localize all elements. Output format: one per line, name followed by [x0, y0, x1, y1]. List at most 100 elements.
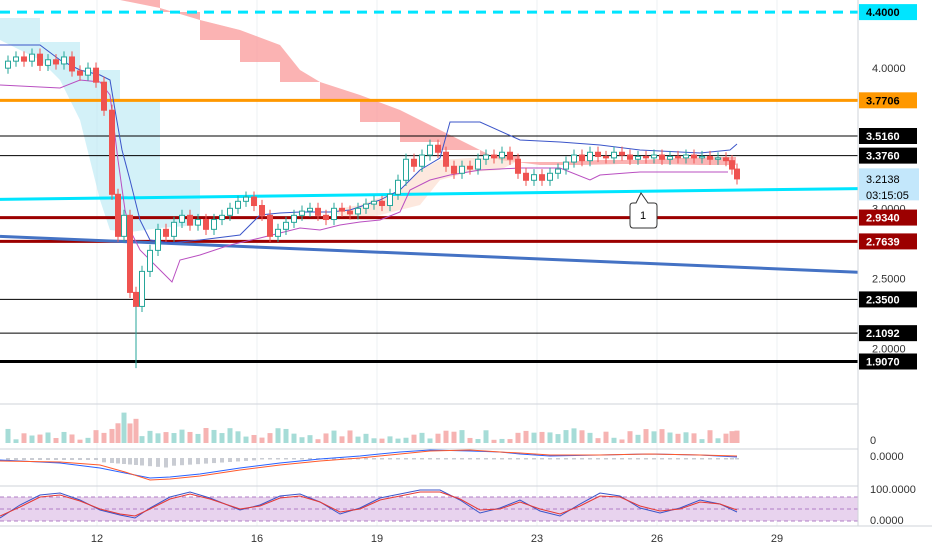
candle[interactable] [203, 213, 209, 235]
candle[interactable] [347, 205, 353, 220]
candle[interactable] [147, 244, 153, 277]
candle[interactable] [387, 188, 393, 212]
candle[interactable] [699, 150, 705, 164]
candle[interactable] [85, 62, 91, 81]
candle[interactable] [467, 160, 473, 175]
candle[interactable] [675, 150, 681, 164]
candle[interactable] [355, 202, 361, 220]
candle[interactable] [563, 156, 569, 175]
candle[interactable] [707, 150, 713, 165]
candle[interactable] [371, 195, 377, 210]
candle[interactable] [275, 223, 281, 242]
candle[interactable] [499, 146, 505, 164]
candle[interactable] [579, 149, 585, 167]
candle[interactable] [299, 205, 305, 221]
candle[interactable] [339, 202, 345, 217]
candle[interactable] [219, 209, 225, 226]
candle[interactable] [435, 139, 441, 158]
candle[interactable] [555, 163, 561, 179]
candle[interactable] [93, 62, 99, 88]
candle[interactable] [291, 209, 297, 228]
candle[interactable] [227, 202, 233, 221]
candle[interactable] [619, 146, 625, 161]
candle[interactable] [283, 216, 289, 235]
candle[interactable] [13, 51, 19, 67]
candle[interactable] [121, 209, 127, 242]
candle[interactable] [195, 213, 201, 231]
candle[interactable] [683, 149, 689, 164]
candle[interactable] [531, 169, 537, 186]
candle[interactable] [734, 163, 740, 185]
candle[interactable] [515, 153, 521, 179]
candle[interactable] [267, 209, 273, 242]
candle[interactable] [547, 167, 553, 186]
candle[interactable] [419, 149, 425, 172]
candle[interactable] [163, 223, 169, 242]
candle[interactable] [115, 188, 121, 242]
candle[interactable] [61, 51, 67, 70]
candle[interactable] [101, 76, 107, 116]
candle[interactable] [635, 150, 641, 165]
candle[interactable] [659, 149, 665, 165]
trendline-cyan[interactable] [0, 187, 859, 201]
candle[interactable] [715, 152, 721, 165]
candle[interactable] [363, 198, 369, 214]
candle[interactable] [483, 149, 489, 165]
candle[interactable] [251, 191, 257, 212]
candle[interactable] [77, 65, 83, 81]
macd-bar [46, 458, 50, 460]
candle[interactable] [243, 191, 249, 207]
candle[interactable] [179, 209, 185, 228]
candle[interactable] [491, 149, 497, 164]
candle[interactable] [29, 48, 35, 67]
candle[interactable] [155, 223, 161, 256]
candle[interactable] [37, 48, 43, 71]
candle[interactable] [53, 54, 59, 70]
candle[interactable] [323, 209, 329, 226]
candle[interactable] [411, 153, 417, 172]
candle[interactable] [691, 149, 697, 164]
candle[interactable] [443, 146, 449, 172]
candle[interactable] [307, 202, 313, 217]
candle[interactable] [69, 51, 75, 77]
candle[interactable] [211, 213, 217, 235]
candle[interactable] [729, 155, 735, 175]
candle[interactable] [475, 153, 481, 175]
candle[interactable] [127, 209, 133, 299]
candle[interactable] [539, 169, 545, 186]
candle[interactable] [379, 195, 385, 212]
candle[interactable] [45, 54, 51, 71]
candle[interactable] [723, 152, 729, 167]
candle[interactable] [651, 149, 657, 164]
candle[interactable] [587, 146, 593, 167]
candle[interactable] [611, 146, 617, 164]
candle[interactable] [259, 199, 265, 221]
candle[interactable] [523, 167, 529, 186]
candle[interactable] [451, 160, 457, 179]
volume-bar [127, 423, 133, 443]
candle[interactable] [171, 216, 177, 242]
candle[interactable] [603, 150, 609, 164]
candle[interactable] [395, 174, 401, 200]
candle[interactable] [109, 104, 115, 200]
candle[interactable] [5, 55, 11, 74]
candle[interactable] [315, 202, 321, 221]
candle[interactable] [459, 160, 465, 179]
candle[interactable] [235, 195, 241, 214]
candle[interactable] [627, 149, 633, 165]
candle[interactable] [427, 139, 433, 161]
candle[interactable] [571, 149, 577, 168]
candle[interactable] [595, 146, 601, 163]
candle[interactable] [403, 153, 409, 186]
candle[interactable] [139, 265, 145, 313]
candle[interactable] [331, 202, 337, 226]
candle[interactable] [187, 209, 193, 231]
candle[interactable] [21, 51, 27, 67]
candle[interactable] [507, 146, 513, 165]
candle[interactable] [643, 150, 649, 164]
trendline-blue[interactable] [0, 234, 859, 274]
candle[interactable] [667, 150, 673, 165]
annotation-callout[interactable]: 1 [629, 192, 658, 229]
